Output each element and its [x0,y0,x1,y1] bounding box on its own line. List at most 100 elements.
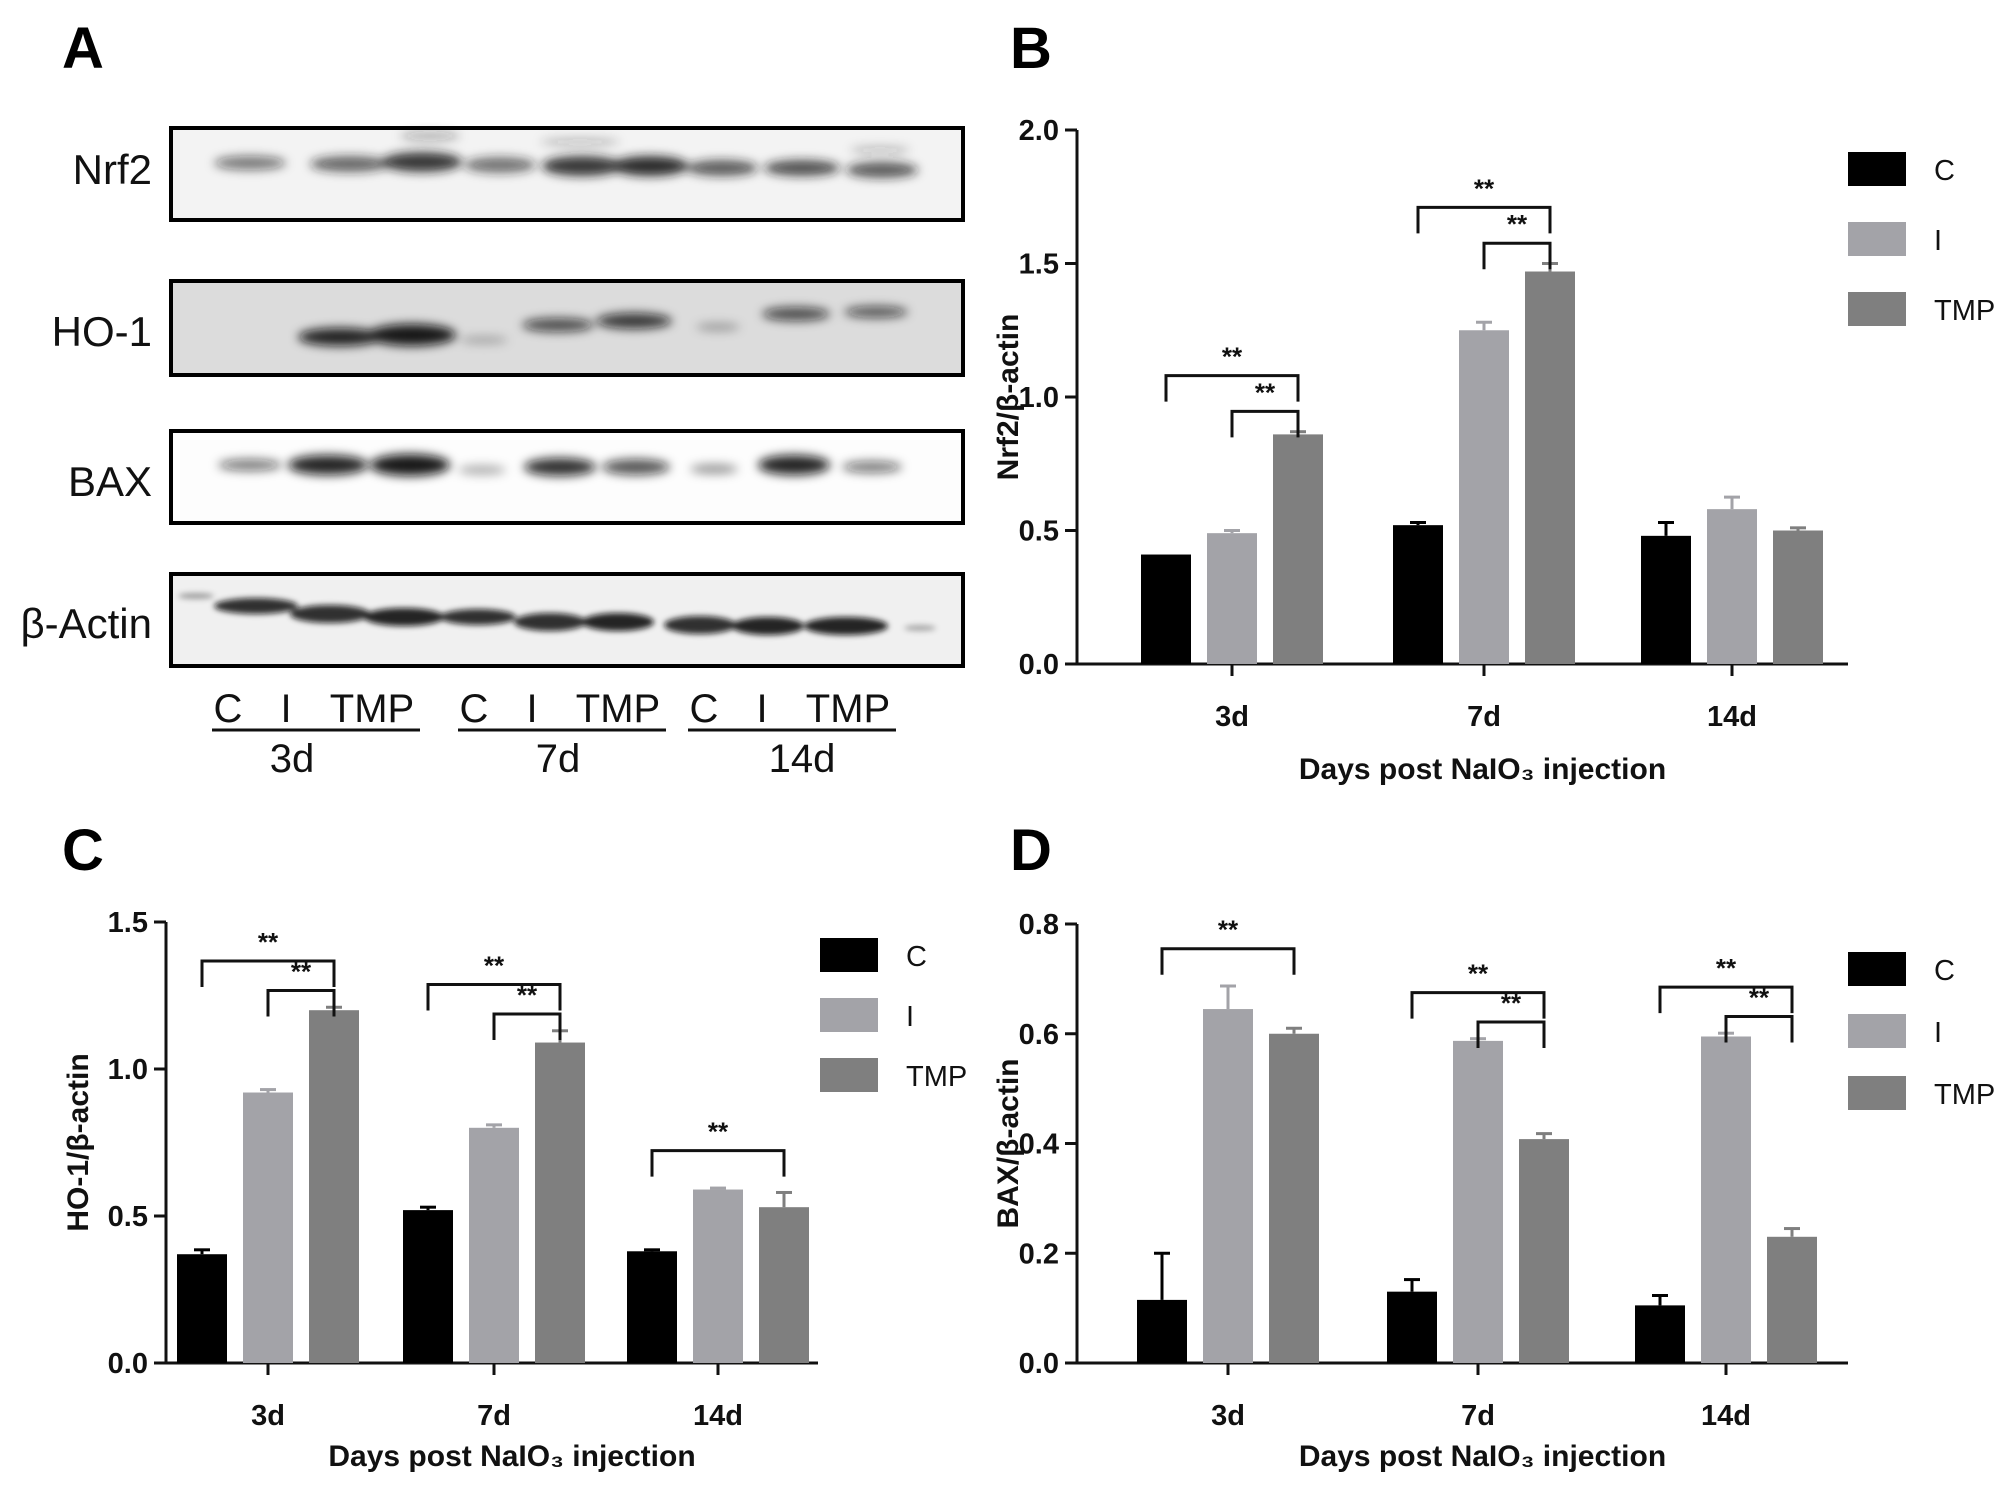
y-axis-title: Nrf2/β-actin [992,314,1025,481]
y-tick-label: 1.0 [1019,382,1059,414]
legend-swatch-tmp [1848,292,1906,326]
lane-label: I [526,687,537,731]
western-blot: Nrf2 HO-1 BAX β-Actin [20,126,965,781]
significance-bracket [1724,1015,1794,1043]
y-tick-label: 0.4 [1019,1129,1059,1161]
x-tick-label: 14d [1707,701,1757,733]
significance-bracket [266,989,336,1017]
panel-letter-d: D [1010,818,1052,883]
chart-c-ho1: 0.0 0.5 1.0 1.5 3d 7d 14d ** ** ** ** ** Days post N… [62,907,967,1473]
blot-strip-actin [169,572,965,668]
significance-label: ** [708,1117,729,1147]
legend-swatch-c [1848,152,1906,186]
bar-c-7d [1393,525,1443,664]
significance-label: ** [1501,988,1522,1018]
bar-i-14d [1707,509,1757,664]
bar-c-3d [177,1254,227,1363]
bar-tmp-7d [1525,271,1575,664]
significance-bracket [1410,991,1546,1019]
blot-row-label-ho1: HO-1 [52,308,152,355]
legend-swatch-c [820,938,878,972]
blot-row-label-bax: BAX [68,458,152,505]
blot-strip-bax [169,429,965,525]
bar-tmp-14d [1767,1236,1817,1363]
blot-strip-ho1 [169,279,965,377]
y-axis-title: HO-1/β-actin [62,1053,95,1231]
legend-swatch-tmp [1848,1076,1906,1110]
y-tick-label: 1.5 [1019,249,1059,281]
bar-i-3d [1203,1009,1253,1363]
significance-label: ** [1507,209,1528,239]
lane-label: C [690,687,719,731]
bar-i-3d [243,1092,293,1363]
x-tick-label: 7d [477,1400,511,1432]
blot-lane-group-7d: C I TMP 7d [458,687,666,781]
legend-swatch-c [1848,952,1906,986]
bar-c-7d [1387,1291,1437,1363]
significance-bracket [426,982,562,1011]
significance-label: ** [484,950,505,980]
bar-tmp-3d [309,1010,359,1363]
significance-bracket [1160,947,1296,975]
significance-bracket [1230,409,1300,438]
bar-i-3d [1207,533,1257,664]
significance-label: ** [1222,342,1243,372]
significance-bracket [200,959,336,987]
blot-lane-group-14d: C I TMP 14d [688,687,896,781]
bar-c-14d [627,1251,677,1363]
y-tick-label: 0.2 [1019,1238,1059,1270]
significance-bracket [1416,205,1552,234]
y-tick-label: 1.0 [108,1054,148,1086]
significance-bracket [650,1149,786,1177]
panel-letter-c: C [62,818,104,883]
lane-group-day-label: 3d [270,737,315,781]
lane-group-day-label: 7d [536,737,581,781]
x-tick-label: 14d [1701,1400,1751,1432]
lane-group-day-label: 14d [769,737,836,781]
significance-bracket [1658,985,1794,1014]
legend-label-i: I [1934,1017,1942,1049]
bar-c-14d [1635,1305,1685,1363]
legend-swatch-i [820,998,878,1032]
x-tick-label: 7d [1461,1400,1495,1432]
significance-bracket [1482,241,1552,270]
y-tick-label: 0.0 [1019,649,1059,681]
significance-label: ** [1218,915,1239,945]
significance-label: ** [291,957,312,987]
bar-tmp-14d [1773,530,1823,664]
bar-tmp-7d [535,1042,585,1363]
y-tick-label: 0.8 [1019,909,1059,941]
lane-label: TMP [576,687,660,731]
significance-label: ** [258,927,279,957]
panel-letter-b: B [1010,16,1052,81]
bar-i-7d [469,1127,519,1363]
x-tick-label: 3d [1211,1400,1245,1432]
legend-label-tmp: TMP [1934,1079,1995,1111]
lane-label: TMP [330,687,414,731]
legend-swatch-tmp [820,1058,878,1092]
bar-tmp-3d [1269,1033,1319,1363]
y-axis-title: BAX/β-actin [992,1059,1025,1229]
bar-i-14d [1701,1036,1751,1363]
significance-label: ** [1474,173,1495,203]
significance-label: ** [517,980,538,1010]
lane-label: I [756,687,767,731]
y-tick-label: 0.6 [1019,1019,1059,1051]
legend-label-i: I [1934,225,1942,257]
lane-label: C [460,687,489,731]
y-tick-label: 0.5 [108,1201,148,1233]
chart-b-nrf2: 0.0 0.5 1.0 1.5 2.0 3d 7d 14d ** ** ** ** Days post … [992,115,1995,786]
significance-label: ** [1716,953,1737,983]
bar-c-7d [403,1210,453,1363]
blot-lane-group-3d: C I TMP 3d [212,687,420,781]
legend-label-c: C [906,941,927,973]
significance-label: ** [1749,983,1770,1013]
legend-swatch-i [1848,1014,1906,1048]
legend-swatch-i [1848,222,1906,256]
legend-label-tmp: TMP [1934,295,1995,327]
lane-label: TMP [806,687,890,731]
legend-label-tmp: TMP [906,1061,967,1093]
bar-tmp-7d [1519,1139,1569,1363]
legend-label-i: I [906,1001,914,1033]
